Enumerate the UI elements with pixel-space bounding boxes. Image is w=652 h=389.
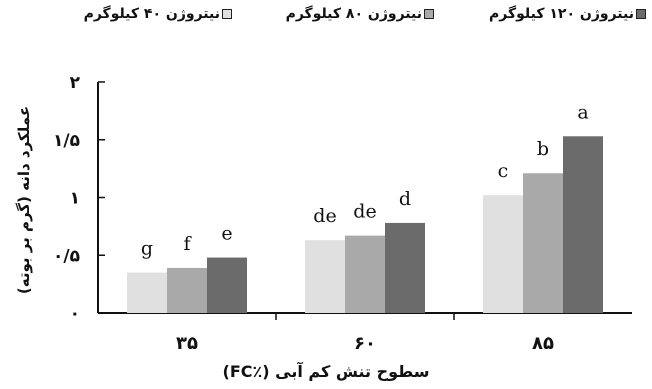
bar-label-2-0: c [498,160,509,182]
y-axis-label: عملکرد دانه (گرم بر بوته) [15,105,33,295]
legend-swatch-n120 [636,9,646,19]
bar-label-0-0: g [141,238,153,260]
bar-2-2 [563,136,603,313]
legend-label-n40: نیتروژن ۴۰ کیلوگرم [83,6,220,22]
bar-label-2-1: b [537,138,549,160]
y-tick-label-3: ۱/۵ [53,131,80,151]
legend: نیتروژن ۱۲۰ کیلوگرم نیتروژن ۸۰ کیلوگرم ن… [0,6,652,32]
bar-0-1 [167,267,207,313]
y-tick-label-4: ۲ [70,73,81,93]
legend-swatch-n80 [424,9,434,19]
bar-2-1 [523,173,563,313]
bar-label-2-2: a [577,101,588,123]
legend-label-n80: نیتروژن ۸۰ کیلوگرم [285,6,422,22]
legend-label-n120: نیتروژن ۱۲۰ کیلوگرم [489,6,634,22]
bar-1-1 [345,235,385,313]
legend-item-n120: نیتروژن ۱۲۰ کیلوگرم [489,6,646,22]
y-tick-label-1: ۰/۵ [53,246,80,266]
x-axis-label: سطوح تنش کم آبی (٪FC) [222,362,430,381]
bar-label-0-1: f [183,233,192,255]
bar-2-0 [483,195,523,313]
bar-label-1-1: de [353,201,376,223]
legend-item-n40: نیتروژن ۴۰ کیلوگرم [84,6,232,22]
bar-0-0 [127,272,167,313]
bar-1-0 [305,240,345,313]
y-tick-label-0: ۰ [70,304,80,324]
x-tick-label-1: ۶۰ [354,333,376,354]
legend-swatch-n40 [222,9,232,19]
x-tick-label-2: ۸۵ [532,333,554,354]
bar-label-1-0: de [313,205,336,227]
y-tick-label-2: ۱ [70,189,80,209]
bar-0-2 [207,257,247,313]
legend-item-n80: نیتروژن ۸۰ کیلوگرم [286,6,434,22]
x-tick-label-0: ۳۵ [176,333,198,354]
bar-1-2 [385,222,425,313]
bar-label-0-2: e [221,223,232,245]
bar-label-1-2: d [399,188,411,210]
